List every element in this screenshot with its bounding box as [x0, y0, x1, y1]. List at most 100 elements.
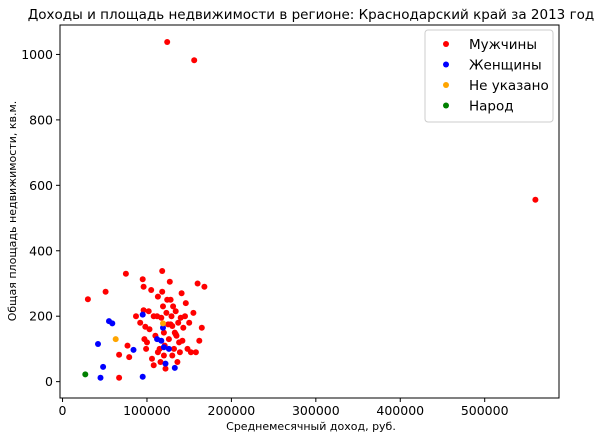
y-tick-label: 1000	[21, 47, 53, 62]
x-tick-label: 400000	[376, 403, 424, 418]
scatter-point	[84, 296, 91, 303]
x-axis-label: Среднемесячный доход, руб.	[226, 420, 396, 433]
scatter-point	[160, 352, 167, 359]
scatter-point	[191, 57, 198, 64]
scatter-point	[180, 324, 187, 331]
plot-area-frame	[59, 24, 560, 399]
scatter-point	[148, 287, 155, 293]
scatter-point	[154, 293, 161, 300]
legend-label: Женщины	[469, 58, 542, 74]
scatter-point	[145, 308, 152, 315]
scatter-point	[169, 352, 176, 359]
scatter-point	[133, 313, 139, 320]
scatter-point	[175, 319, 182, 326]
chart-title: Доходы и площадь недвижимости в регионе:…	[28, 7, 595, 23]
scatter-point	[159, 268, 166, 274]
scatter-point	[160, 320, 166, 327]
x-tick-label: 100000	[123, 403, 171, 418]
scatter-point	[163, 309, 170, 316]
scatter-point	[187, 349, 194, 356]
scatter-point	[160, 303, 166, 310]
scatter-point	[178, 290, 185, 297]
data-points	[82, 39, 539, 381]
scatter-point	[116, 351, 123, 358]
scatter-point	[182, 300, 189, 307]
scatter-point	[170, 303, 177, 310]
scatter-point	[198, 324, 205, 331]
scatter-point	[97, 374, 104, 381]
scatter-point	[179, 337, 186, 344]
scatter-point	[102, 288, 109, 295]
scatter-point	[192, 349, 199, 356]
legend: Мужчины Женщины Не указано Народ	[424, 29, 554, 123]
scatter-point	[137, 319, 144, 326]
x-axis-ticks: 0 100000 200000 300000 400000 500000	[59, 398, 509, 418]
scatter-point	[162, 365, 169, 372]
scatter-point	[201, 283, 208, 290]
scatter-point	[171, 345, 177, 352]
legend-label: Народ	[469, 99, 514, 115]
y-tick-label: 400	[29, 243, 53, 258]
scatter-point	[194, 280, 201, 287]
scatter-point	[174, 359, 181, 365]
scatter-point	[159, 288, 166, 295]
scatter-point	[164, 39, 171, 45]
scatter-point	[160, 324, 166, 331]
legend-marker	[443, 41, 449, 47]
scatter-point	[139, 373, 146, 380]
y-tick-label: 800	[29, 112, 53, 127]
scatter-point	[150, 313, 157, 320]
scatter-point	[171, 364, 178, 371]
scatter-point	[172, 331, 179, 338]
scatter-point	[95, 341, 101, 347]
scatter-point	[158, 314, 165, 321]
scatter-point	[158, 337, 165, 344]
scatter-point	[190, 309, 197, 316]
scatter-point	[139, 311, 146, 318]
y-tick-label: 0	[45, 374, 53, 389]
scatter-point	[182, 313, 188, 320]
scatter-point	[100, 363, 107, 370]
scatter-point	[124, 342, 131, 349]
scatter-point	[109, 320, 116, 327]
scatter-point	[196, 337, 203, 344]
x-tick-label: 500000	[461, 403, 509, 418]
scatter-point	[126, 354, 133, 361]
scatter-point	[166, 278, 173, 285]
x-tick-label: 200000	[208, 403, 256, 418]
scatter-point	[532, 196, 539, 203]
y-tick-label: 200	[29, 309, 53, 324]
scatter-point	[143, 345, 150, 352]
scatter-point	[122, 270, 129, 277]
scatter-point	[82, 371, 89, 378]
scatter-point	[165, 345, 172, 352]
y-axis-label: Общая площадь недвижимости, кв.м.	[6, 101, 19, 322]
scatter-point	[157, 359, 164, 365]
scatter-point	[150, 362, 157, 369]
scatter-point	[149, 355, 155, 362]
scatter-point	[130, 346, 137, 353]
legend-marker	[443, 102, 449, 109]
x-tick-label: 300000	[292, 403, 340, 418]
scatter-point	[186, 319, 193, 326]
scatter-point	[144, 339, 150, 346]
y-axis-ticks: 0 200 400 600 800 1000	[21, 47, 60, 389]
scatter-point	[160, 329, 167, 336]
legend-label: Мужчины	[469, 37, 537, 53]
scatter-point	[167, 321, 174, 328]
scatter-point	[172, 308, 179, 315]
scatter-point	[162, 360, 169, 367]
scatter-point	[165, 336, 172, 343]
scatter-point	[146, 326, 153, 333]
y-tick-label: 600	[29, 178, 53, 193]
legend-box	[424, 29, 554, 123]
scatter-point	[139, 276, 146, 283]
x-tick-label: 0	[59, 403, 67, 418]
scatter-point	[140, 283, 147, 290]
scatter-point	[154, 349, 161, 356]
scatter-point	[176, 349, 183, 356]
scatter-point	[168, 313, 175, 320]
scatter-point	[112, 336, 119, 343]
scatter-point	[160, 344, 167, 351]
